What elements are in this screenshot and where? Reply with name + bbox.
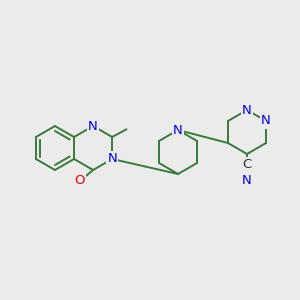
Text: N: N <box>107 152 117 166</box>
Text: C: C <box>242 158 252 172</box>
Text: N: N <box>261 115 271 128</box>
Text: O: O <box>75 175 85 188</box>
Text: N: N <box>88 119 98 133</box>
Text: N: N <box>242 174 252 187</box>
Text: N: N <box>242 103 252 116</box>
Text: N: N <box>173 124 183 136</box>
